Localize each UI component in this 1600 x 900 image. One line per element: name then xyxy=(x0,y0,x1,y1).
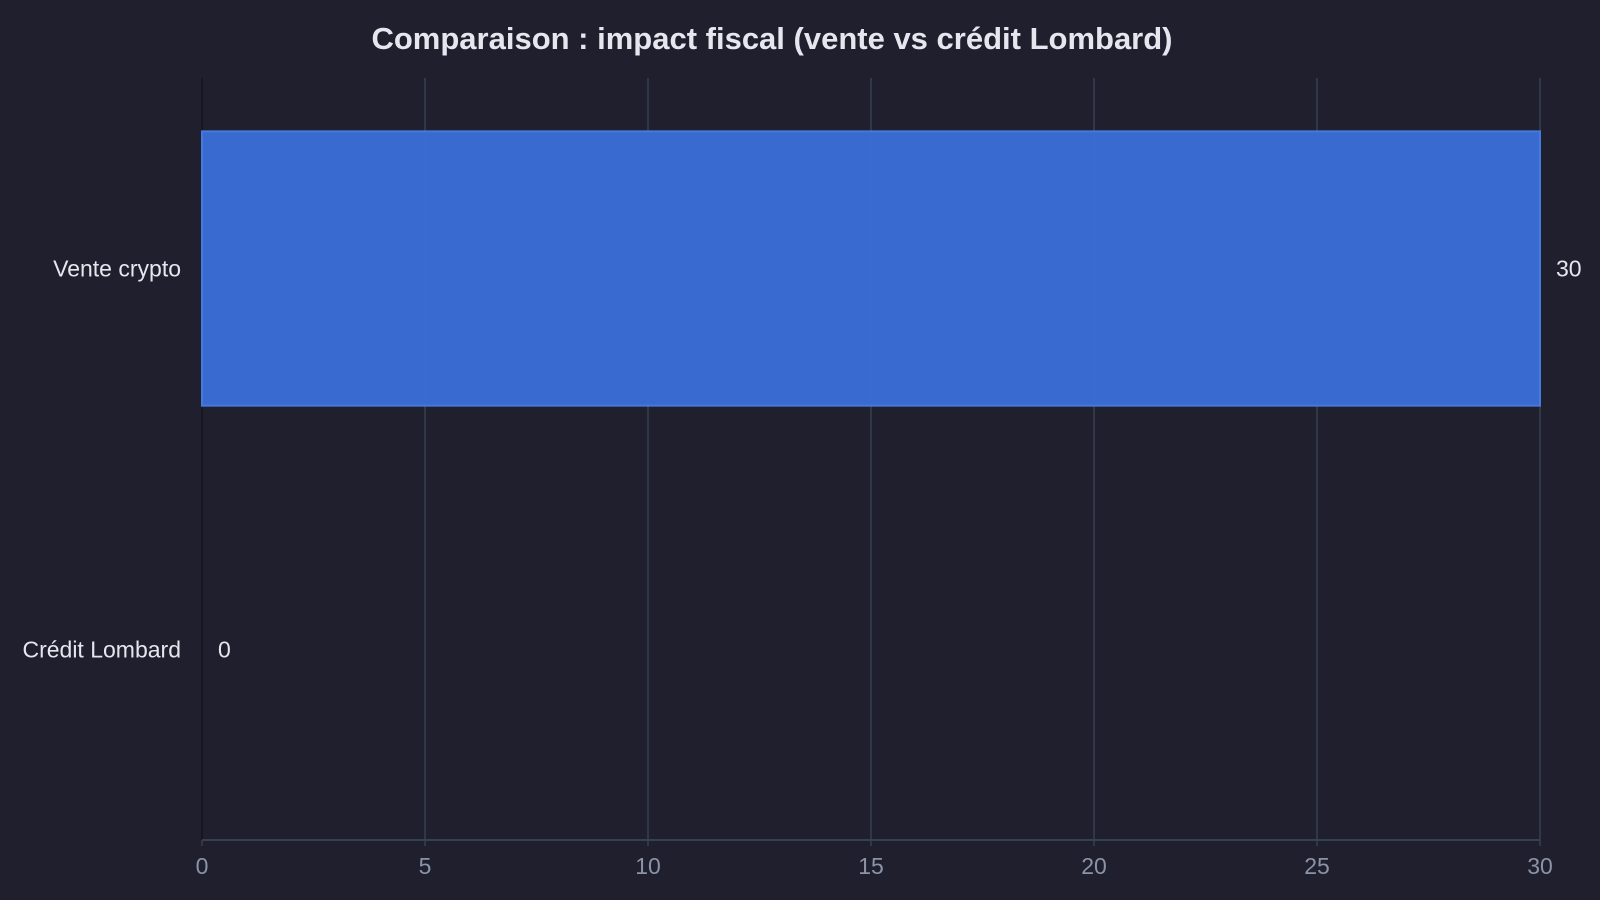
x-tick-label: 15 xyxy=(858,853,884,879)
x-tick-label: 30 xyxy=(1527,853,1553,879)
labels: Vente crypto 30 Crédit Lombard 0 xyxy=(22,256,1581,663)
bars xyxy=(201,130,1541,407)
x-tick-label: 5 xyxy=(419,853,432,879)
category-label: Vente crypto xyxy=(53,256,181,282)
chart-title: Comparaison : impact fiscal (vente vs cr… xyxy=(371,21,1172,56)
x-tick-label: 10 xyxy=(635,853,661,879)
bar xyxy=(201,130,1541,407)
data-label: 0 xyxy=(218,637,231,663)
category-label: Crédit Lombard xyxy=(22,637,181,663)
data-label: 30 xyxy=(1556,256,1582,282)
x-tick-label: 25 xyxy=(1304,853,1330,879)
x-tick-label: 20 xyxy=(1081,853,1107,879)
x-tick-label: 0 xyxy=(196,853,209,879)
x-axis: 0 5 10 15 20 25 30 xyxy=(196,839,1553,879)
